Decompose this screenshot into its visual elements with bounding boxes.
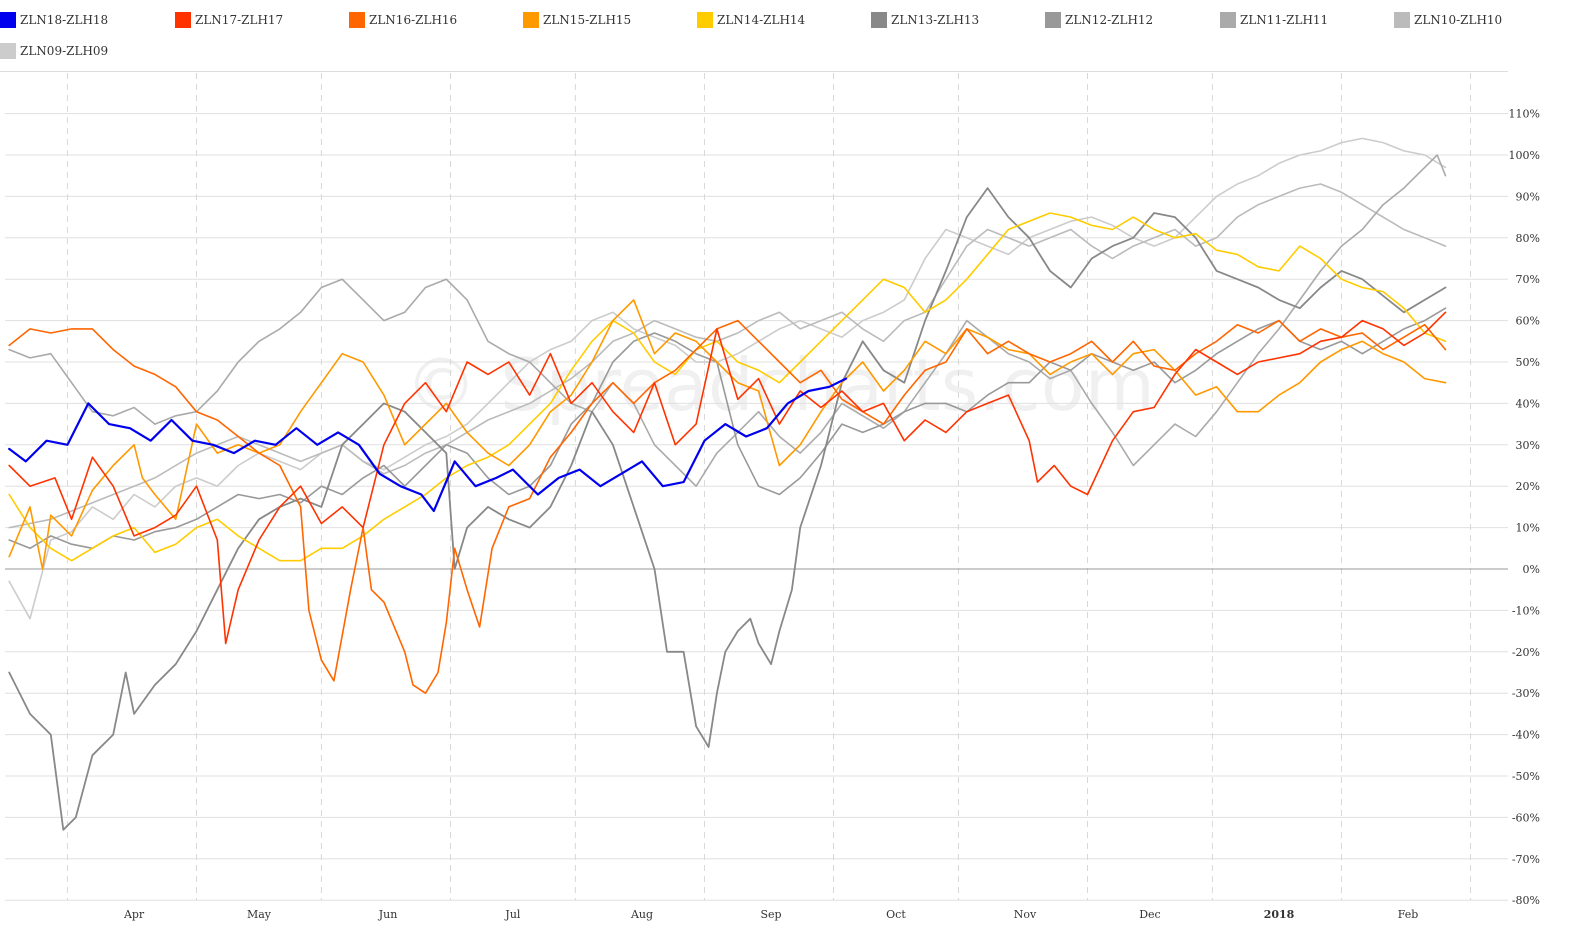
y-axis-ticks: 110% 100% 90% 80% 70% 60% 50% 40% 30% 20% 10% 0% -10… bbox=[1509, 108, 1540, 908]
y-tick-label: 60% bbox=[1516, 315, 1540, 328]
y-tick-label: -10% bbox=[1512, 604, 1540, 617]
legend-label: ZLN13-ZLH13 bbox=[891, 13, 980, 27]
series-line bbox=[8, 137, 1447, 620]
x-axis-ticks: Apr May Jun Jul Aug Sep Oct Nov Dec 2018 Feb bbox=[123, 908, 1418, 921]
legend-swatch bbox=[175, 12, 191, 28]
y-tick-label: 20% bbox=[1516, 480, 1540, 493]
series-line bbox=[8, 212, 1447, 562]
horizontal-gridlines bbox=[5, 113, 1508, 901]
x-tick-label: Nov bbox=[1014, 908, 1037, 921]
legend-item[interactable]: ZLN12-ZLH12 bbox=[1045, 11, 1153, 29]
legend-swatch bbox=[1045, 12, 1061, 28]
y-tick-label: 40% bbox=[1516, 397, 1540, 410]
legend-item[interactable]: ZLN13-ZLH13 bbox=[871, 11, 979, 29]
y-tick-label: -50% bbox=[1512, 770, 1540, 783]
legend-item[interactable]: ZLN11-ZLH11 bbox=[1220, 11, 1328, 29]
y-tick-label: 100% bbox=[1509, 149, 1540, 162]
watermark: © Spreadcharts.com bbox=[405, 343, 1155, 427]
y-tick-label: -60% bbox=[1512, 811, 1540, 824]
legend-item[interactable]: ZLN17-ZLH17 bbox=[175, 11, 283, 29]
y-tick-label: 0% bbox=[1523, 563, 1540, 576]
legend-label: ZLN09-ZLH09 bbox=[20, 44, 109, 58]
y-tick-label: -80% bbox=[1512, 894, 1540, 907]
y-tick-label: -20% bbox=[1512, 646, 1540, 659]
y-tick-label: 80% bbox=[1516, 232, 1540, 245]
legend-label: ZLN10-ZLH10 bbox=[1414, 13, 1503, 27]
series-line bbox=[8, 299, 1447, 570]
legend-label: ZLN14-ZLH14 bbox=[717, 13, 806, 27]
legend-item[interactable]: ZLN14-ZLH14 bbox=[697, 11, 805, 29]
legend-swatch bbox=[0, 12, 16, 28]
y-tick-label: 30% bbox=[1516, 439, 1540, 452]
y-tick-label: 110% bbox=[1509, 108, 1540, 121]
x-tick-label: Dec bbox=[1139, 908, 1161, 921]
x-tick-label: 2018 bbox=[1264, 908, 1295, 921]
y-tick-label: -70% bbox=[1512, 853, 1540, 866]
legend-label: ZLN12-ZLH12 bbox=[1065, 13, 1154, 27]
y-tick-label: 70% bbox=[1516, 273, 1540, 286]
vertical-gridlines bbox=[66, 73, 1472, 900]
y-tick-label: -30% bbox=[1512, 687, 1540, 700]
x-tick-label: Jul bbox=[504, 908, 520, 921]
y-tick-label: 10% bbox=[1516, 522, 1540, 535]
x-tick-label: May bbox=[247, 908, 272, 921]
series-layer bbox=[8, 137, 1447, 831]
legend-item[interactable]: ZLN18-ZLH18 bbox=[0, 11, 108, 29]
legend-label: ZLN11-ZLH11 bbox=[1240, 13, 1329, 27]
y-tick-label: 50% bbox=[1516, 356, 1540, 369]
legend-label: ZLN17-ZLH17 bbox=[195, 13, 284, 27]
y-tick-label: 90% bbox=[1516, 190, 1540, 203]
legend-label: ZLN16-ZLH16 bbox=[369, 13, 458, 27]
series-line bbox=[8, 307, 1447, 550]
legend-divider bbox=[0, 71, 1508, 72]
x-tick-label: Aug bbox=[630, 908, 653, 921]
legend-swatch bbox=[0, 43, 16, 59]
y-tick-label: -40% bbox=[1512, 729, 1540, 742]
series-line bbox=[8, 187, 1447, 831]
x-tick-label: Oct bbox=[886, 908, 906, 921]
legend-label: ZLN15-ZLH15 bbox=[543, 13, 632, 27]
legend-item[interactable]: ZLN16-ZLH16 bbox=[349, 11, 457, 29]
x-tick-label: Sep bbox=[761, 908, 782, 921]
legend-item[interactable]: ZLN10-ZLH10 bbox=[1394, 11, 1502, 29]
series-line bbox=[8, 377, 848, 513]
legend-item[interactable]: ZLN15-ZLH15 bbox=[523, 11, 631, 29]
x-tick-label: Jun bbox=[378, 908, 398, 921]
series-line bbox=[8, 311, 1447, 645]
legend-item[interactable]: ZLN09-ZLH09 bbox=[0, 42, 108, 60]
legend-swatch bbox=[1220, 12, 1236, 28]
legend-swatch bbox=[697, 12, 713, 28]
x-tick-label: Apr bbox=[123, 908, 145, 921]
legend-swatch bbox=[523, 12, 539, 28]
legend-swatch bbox=[871, 12, 887, 28]
x-tick-label: Feb bbox=[1398, 908, 1419, 921]
legend-swatch bbox=[1394, 12, 1410, 28]
legend-swatch bbox=[349, 12, 365, 28]
chart-legend: ZLN18-ZLH18 ZLN17-ZLH17 ZLN16-ZLH16 ZLN15-Z… bbox=[0, 0, 1560, 70]
legend-label: ZLN18-ZLH18 bbox=[20, 13, 109, 27]
